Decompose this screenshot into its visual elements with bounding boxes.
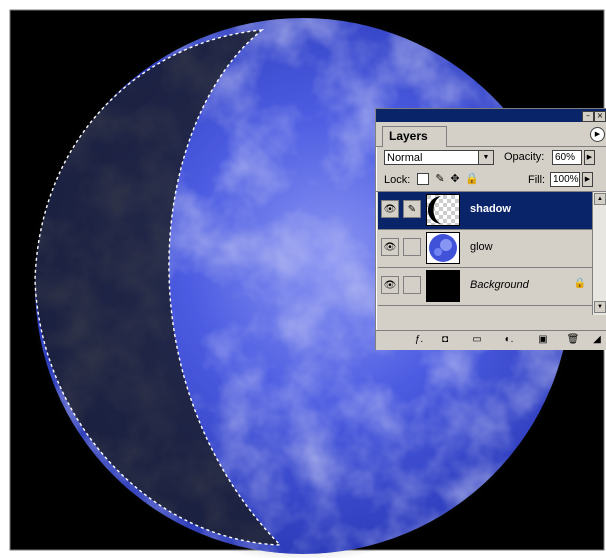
scroll-up-icon[interactable]: ▲ (594, 193, 606, 205)
brush-icon[interactable]: ✎ (403, 200, 421, 218)
eye-icon[interactable]: 👁 (381, 200, 399, 218)
lock-transparency-icon[interactable] (417, 173, 429, 185)
blend-mode-value: Normal (387, 152, 423, 164)
trash-icon[interactable]: 🗑 (566, 334, 580, 345)
chevron-down-icon[interactable]: ▼ (478, 151, 493, 164)
lock-icon: 🔒 (573, 278, 586, 289)
layer-name-background[interactable]: Background (470, 279, 529, 291)
layers-scrollbar[interactable]: ▲ ▼ (592, 192, 606, 315)
opacity-label: Opacity: (504, 151, 545, 163)
layer-thumbnail-glow (426, 232, 460, 264)
fill-slider-arrow-icon[interactable]: ▶ (582, 172, 593, 187)
minimize-icon[interactable]: – (582, 111, 594, 122)
fill-label: Fill: (528, 174, 546, 186)
layer-row-background[interactable]: 👁 Background 🔒 (378, 268, 592, 306)
panel-titlebar[interactable]: – × (376, 109, 606, 122)
lock-row: Lock: ✎ ✥ 🔒 Fill: 100% ▶ (376, 169, 606, 192)
new-layer-icon[interactable]: ▣ (538, 334, 548, 345)
panel-menu-icon[interactable]: ▶ (590, 127, 605, 142)
layer-row-shadow[interactable]: 👁 ✎ shadow (378, 192, 592, 230)
layer-thumbnail-shadow (426, 194, 460, 226)
planet-thumb-icon (429, 234, 457, 262)
fill-input[interactable]: 100% (550, 172, 580, 187)
lock-label: Lock: (384, 174, 411, 186)
close-icon[interactable]: × (594, 111, 606, 122)
lock-image-icon[interactable]: ✎ (435, 173, 445, 185)
eye-icon[interactable]: 👁 (381, 238, 399, 256)
eye-icon[interactable]: 👁 (381, 276, 399, 294)
blend-mode-select[interactable]: Normal ▼ (384, 150, 494, 165)
tab-layers[interactable]: Layers (382, 126, 447, 147)
add-mask-icon[interactable]: ◘ (441, 334, 449, 345)
lock-all-icon[interactable]: 🔒 (465, 173, 479, 185)
adjustment-layer-icon[interactable]: ◐. (504, 334, 514, 345)
panel-bottom-toolbar: ƒ. ◘ ▭ ◐. ▣ 🗑 ◢ (376, 330, 606, 350)
panel-tab-row: Layers ▶ (376, 122, 606, 147)
opacity-slider-arrow-icon[interactable]: ▶ (584, 150, 595, 165)
crescent-icon (428, 196, 441, 224)
layers-panel: – × Layers ▶ Normal ▼ Opacity: 60% ▶ Loc… (375, 108, 606, 350)
layer-name-shadow[interactable]: shadow (470, 203, 511, 215)
opacity-input[interactable]: 60% (552, 150, 582, 165)
resize-grip-icon[interactable]: ◢ (593, 334, 601, 345)
layer-style-icon[interactable]: ƒ. (414, 334, 424, 345)
new-group-icon[interactable]: ▭ (472, 334, 482, 345)
layer-row-glow[interactable]: 👁 glow (378, 230, 592, 268)
lock-position-icon[interactable]: ✥ (450, 173, 460, 185)
scroll-down-icon[interactable]: ▼ (594, 301, 606, 313)
layer-name-glow[interactable]: glow (470, 241, 493, 253)
brush-empty-slot[interactable] (403, 238, 421, 256)
layer-thumbnail-background (426, 270, 460, 302)
blend-row: Normal ▼ Opacity: 60% ▶ (376, 147, 606, 169)
layers-list: 👁 ✎ shadow 👁 glow 👁 (378, 192, 592, 315)
brush-empty-slot[interactable] (403, 276, 421, 294)
